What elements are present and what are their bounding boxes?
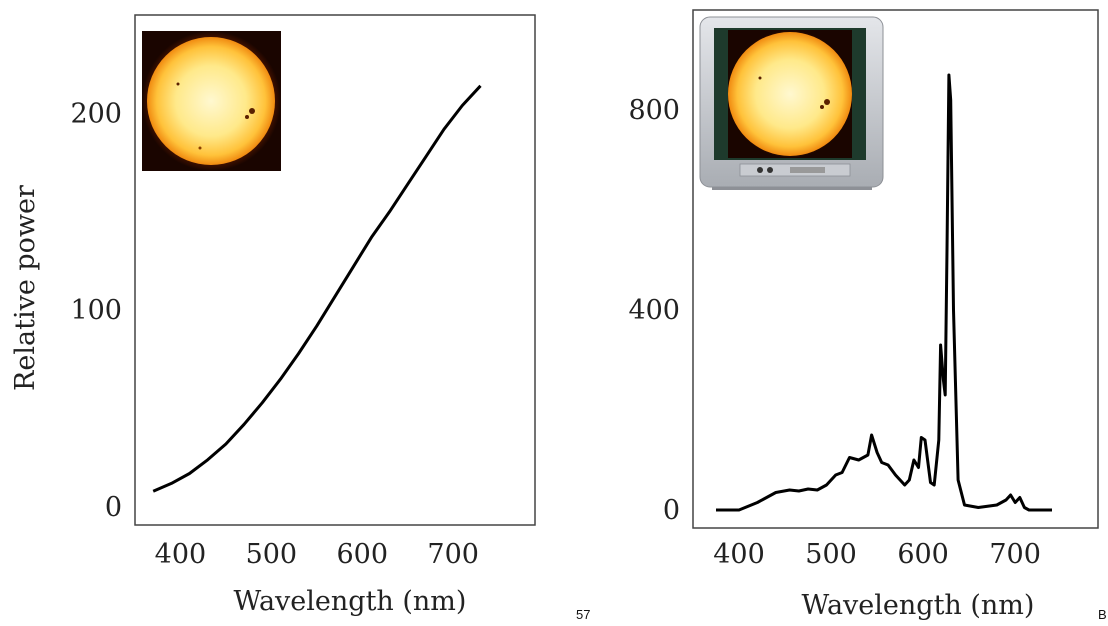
chart-right-ytick-800: 800 [628, 95, 680, 126]
chart-right-xtick-400: 400 [713, 539, 765, 570]
chart-right-ytick-0: 0 [663, 495, 680, 526]
chart-right-xtick-700: 700 [989, 539, 1041, 570]
chart-right-xtick-600: 600 [897, 539, 949, 570]
chart-left-frame [134, 14, 536, 526]
chart-left-xtick-400: 400 [155, 539, 207, 570]
chart-right-ticks: 400 500 600 700 0 400 800 [628, 95, 1040, 570]
chart-right-xlabel: Wavelength (nm) [802, 590, 1035, 621]
chart-right-xtick-500: 500 [805, 539, 857, 570]
chart-left-xtick-700: 700 [427, 539, 479, 570]
sun-photo-icon [142, 31, 281, 171]
chart-left-xtick-500: 500 [246, 539, 298, 570]
chart-left-ytick-100: 100 [70, 295, 122, 326]
page-corner-letter: B [1098, 607, 1107, 622]
chart-left-xlabel: Wavelength (nm) [234, 586, 467, 617]
chart-right-frame [692, 9, 1099, 529]
chart-right-ytick-400: 400 [628, 295, 680, 326]
chart-left-series-line [152, 84, 482, 493]
page-number: 57 [576, 607, 590, 622]
chart-left-ytick-0: 0 [105, 492, 122, 523]
television-icon [699, 16, 884, 190]
chart-left-ylabel: Relative power [10, 185, 41, 391]
chart-right-series-line [716, 73, 1052, 512]
chart-left-ticks: 400 500 600 700 0 100 200 [70, 98, 479, 570]
chart-left-ytick-200: 200 [70, 98, 122, 129]
chart-left-xtick-600: 600 [336, 539, 388, 570]
